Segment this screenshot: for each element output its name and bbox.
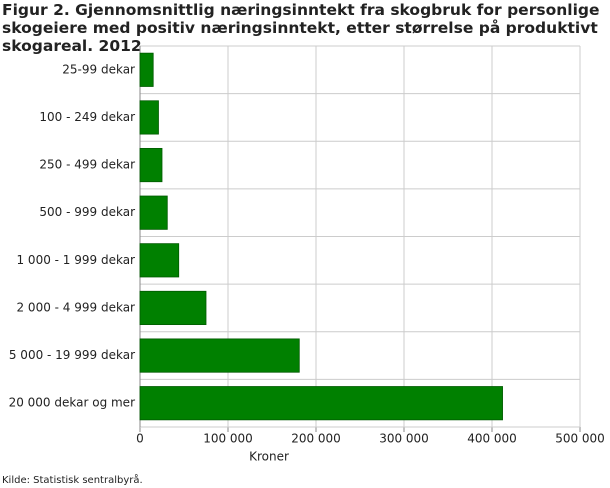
y-tick-label: 100 - 249 dekar <box>39 110 135 124</box>
y-tick-label: 500 - 999 dekar <box>39 205 135 219</box>
chart-title: Figur 2. Gjennomsnittlig næringsinntekt … <box>2 1 600 55</box>
bar <box>139 195 168 230</box>
x-tick-label: 100 000 <box>203 432 253 446</box>
x-tick-label: 500 000 <box>555 432 605 446</box>
bar <box>139 290 207 326</box>
bar <box>139 52 154 87</box>
x-axis-label: Kroner <box>249 450 289 464</box>
y-tick-label: 1 000 - 1 999 dekar <box>16 253 135 267</box>
source: Kilde: Statistisk sentralbyrå. <box>2 473 143 486</box>
y-tick-label: 20 000 dekar og mer <box>9 396 135 410</box>
bar <box>139 386 503 421</box>
y-tick-label: 25-99 dekar <box>62 62 135 76</box>
y-tick-label: 250 - 499 dekar <box>39 158 135 172</box>
bar <box>139 243 180 278</box>
bar <box>139 338 300 373</box>
bar <box>139 147 163 183</box>
x-tick-label: 400 000 <box>467 432 517 446</box>
y-tick-label: 5 000 - 19 999 dekar <box>9 348 135 362</box>
bar <box>139 100 159 135</box>
x-tick-label: 200 000 <box>291 432 341 446</box>
y-tick-label: 2 000 - 4 999 dekar <box>16 300 135 314</box>
x-tick-label: 0 <box>136 432 144 446</box>
x-tick-label: 300 000 <box>379 432 429 446</box>
